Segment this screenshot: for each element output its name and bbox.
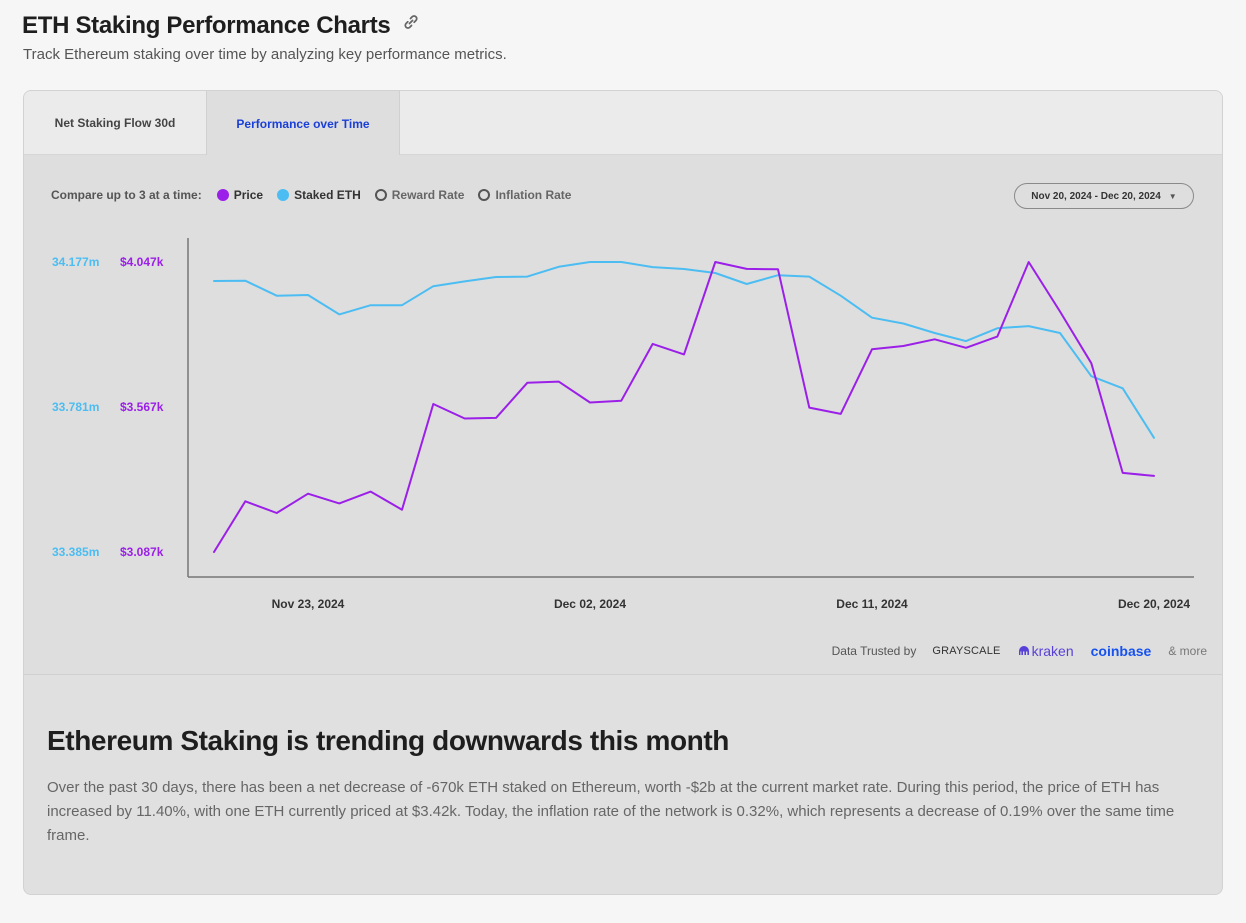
- summary-text: Over the past 30 days, there has been a …: [47, 779, 1175, 844]
- chevron-down-icon: ▼: [1168, 191, 1177, 201]
- link-icon[interactable]: [401, 12, 421, 32]
- trusted-by-row: Data Trusted by GRAYSCALE kraken coinbas…: [832, 643, 1207, 659]
- series-line-price: [213, 261, 1155, 553]
- y-tick-label-price: $4.047k: [120, 255, 164, 269]
- summary-title: Ethereum Staking is trending downwards t…: [47, 725, 730, 756]
- legend-item-staked-eth[interactable]: Staked ETH: [277, 188, 361, 202]
- y-tick-label-staked: 33.781m: [52, 400, 99, 414]
- trusted-by-label: Data Trusted by: [831, 644, 917, 658]
- x-tick-label: Dec 02, 2024: [554, 597, 626, 611]
- x-tick-label: Dec 20, 2024: [1118, 597, 1190, 611]
- page-subtitle: Track Ethereum staking over time by anal…: [23, 46, 507, 63]
- series-line-staked-eth: [213, 261, 1155, 439]
- legend-label: Price: [233, 188, 264, 202]
- price-dot-icon: [216, 189, 229, 201]
- chart-panel: Compare up to 3 at a time: Price Staked …: [24, 155, 1222, 675]
- legend-label: Staked ETH: [294, 188, 361, 202]
- date-range-value: Nov 20, 2024 - Dec 20, 2024: [1031, 190, 1161, 202]
- legend-label: Inflation Rate: [495, 188, 572, 202]
- chart-legend: Compare up to 3 at a time: Price Staked …: [51, 188, 585, 202]
- y-tick-label-staked: 34.177m: [52, 255, 99, 269]
- kraken-wordmark: kraken: [1031, 643, 1074, 659]
- y-tick-label-price: $3.567k: [120, 400, 164, 414]
- grayscale-logo: GRAYSCALE: [932, 645, 1001, 657]
- page-title: ETH Staking Performance Charts: [22, 12, 391, 39]
- legend-label: Reward Rate: [391, 188, 465, 202]
- staked-eth-dot-icon: [277, 189, 290, 201]
- tab-bar: Net Staking Flow 30d Performance over Ti…: [24, 91, 1222, 156]
- date-range-select[interactable]: Nov 20, 2024 - Dec 20, 2024 ▼: [1014, 183, 1194, 209]
- legend-item-price[interactable]: Price: [216, 188, 264, 202]
- x-tick-label: Nov 23, 2024: [272, 597, 345, 611]
- kraken-mark-icon: [1018, 646, 1029, 655]
- and-more-label: & more: [1168, 644, 1207, 658]
- reward-rate-ring-icon: [374, 189, 387, 201]
- y-tick-label-staked: 33.385m: [52, 545, 99, 559]
- line-chart: 34.177m 33.781m 33.385m $4.047k $3.567k $3.08…: [52, 238, 1194, 611]
- legend-prompt: Compare up to 3 at a time:: [51, 188, 202, 202]
- legend-item-inflation-rate[interactable]: Inflation Rate: [478, 188, 571, 202]
- y-tick-label-price: $3.087k: [120, 545, 164, 559]
- tab-performance-over-time[interactable]: Performance over Time: [206, 91, 400, 156]
- inflation-rate-ring-icon: [478, 189, 491, 201]
- x-tick-label: Dec 11, 2024: [836, 597, 908, 611]
- kraken-logo: kraken: [1018, 643, 1074, 659]
- coinbase-logo: coinbase: [1090, 643, 1152, 659]
- legend-item-reward-rate[interactable]: Reward Rate: [374, 188, 465, 202]
- tab-net-staking-flow[interactable]: Net Staking Flow 30d: [54, 116, 176, 130]
- chart-card: Net Staking Flow 30d Performance over Ti…: [23, 90, 1223, 895]
